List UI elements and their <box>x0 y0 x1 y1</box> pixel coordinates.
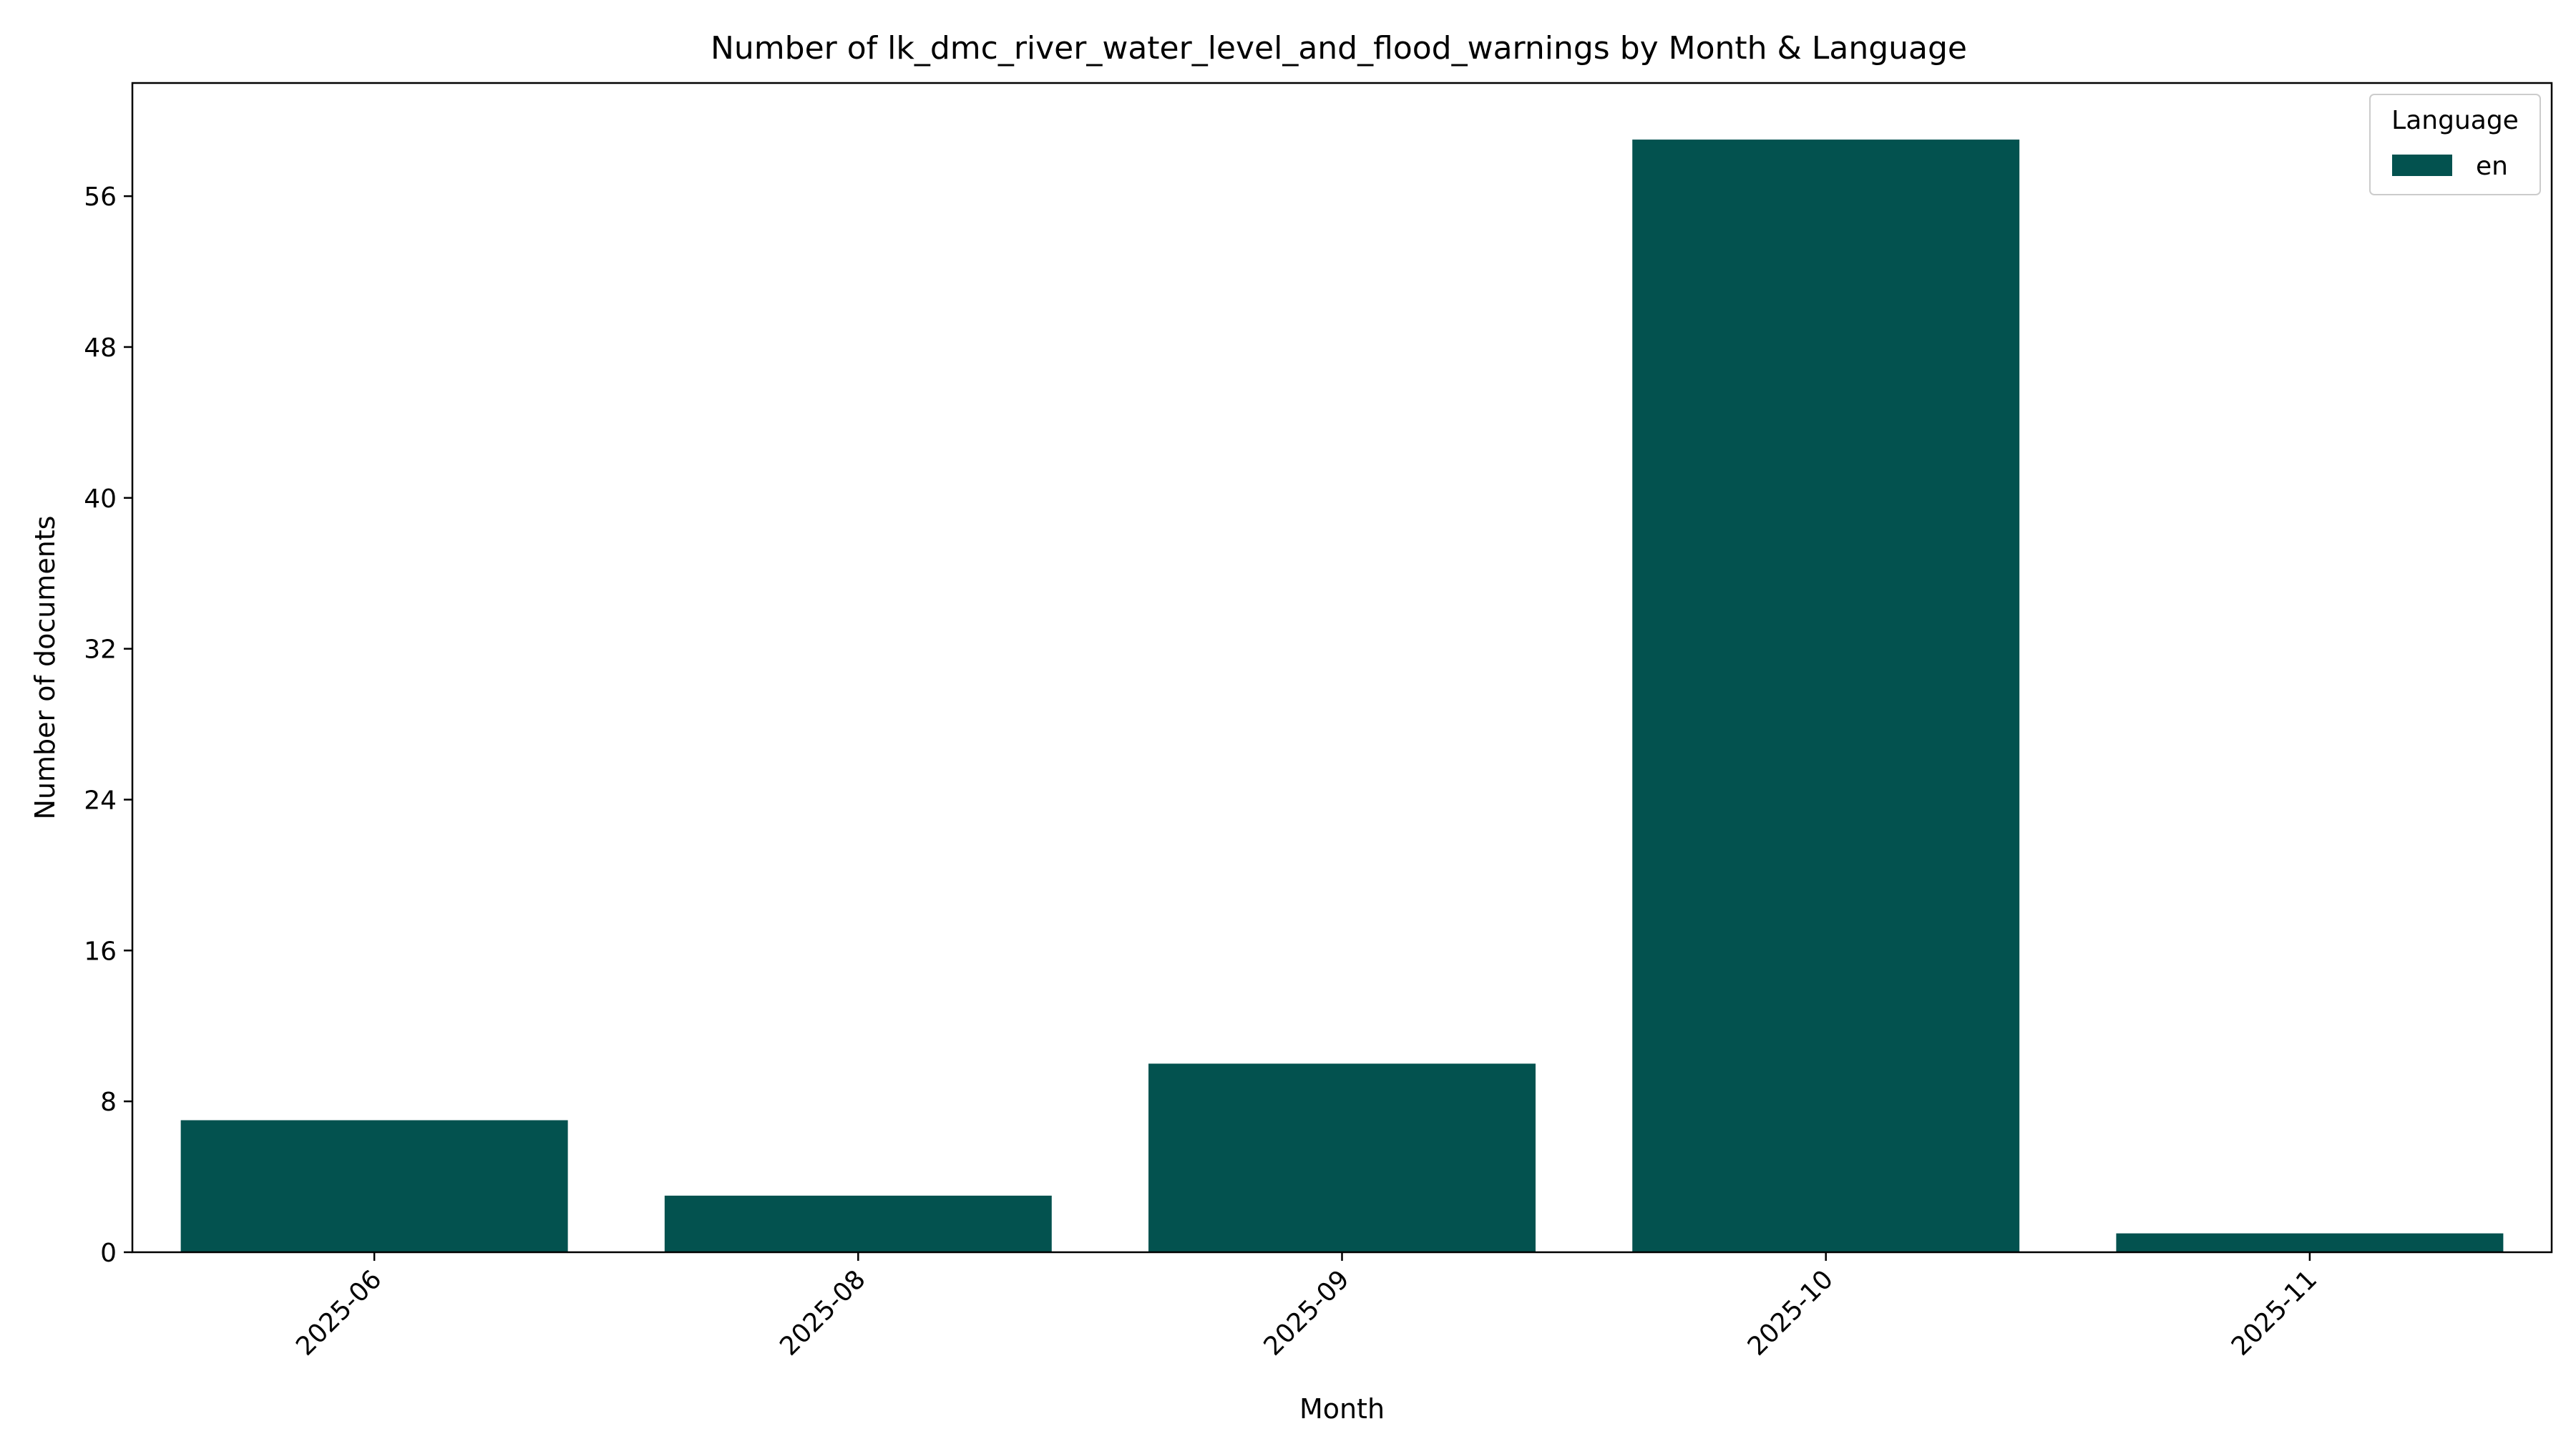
bars-layer <box>180 140 2504 1253</box>
y-tick-label: 24 <box>84 786 117 815</box>
y-tick-label: 56 <box>84 182 117 212</box>
y-tick-label: 32 <box>84 635 117 665</box>
bar-2025-08 <box>664 1195 1052 1252</box>
legend: Language en <box>2369 94 2541 195</box>
legend-swatch-en <box>2392 155 2452 176</box>
y-tick-label: 40 <box>84 484 117 514</box>
y-tick-label: 0 <box>100 1239 117 1268</box>
x-axis-ticks: 2025-06 2025-08 2025-09 2025-10 2025-11 <box>291 1252 2323 1362</box>
y-tick-label: 48 <box>84 333 117 363</box>
x-tick-label: 2025-06 <box>291 1264 387 1361</box>
x-axis-label: Month <box>1299 1393 1385 1425</box>
y-axis-label: Number of documents <box>29 516 61 820</box>
y-tick-label: 16 <box>84 937 117 966</box>
bar-2025-09 <box>1148 1063 1536 1252</box>
legend-title: Language <box>2391 106 2519 135</box>
legend-label-en: en <box>2476 152 2508 181</box>
x-tick-label: 2025-10 <box>1742 1264 1839 1361</box>
bar-2025-10 <box>1632 140 2020 1253</box>
x-tick-label: 2025-11 <box>2226 1264 2323 1361</box>
chart-title: Number of lk_dmc_river_water_level_and_f… <box>711 30 1967 67</box>
y-tick-label: 8 <box>100 1088 117 1117</box>
x-tick-label: 2025-08 <box>774 1264 871 1361</box>
plot-area-frame <box>131 82 2553 1254</box>
y-axis-ticks: 0 8 16 24 32 40 48 56 <box>84 182 132 1268</box>
bar-2025-11 <box>2116 1233 2504 1252</box>
x-tick-label: 2025-09 <box>1259 1264 1355 1361</box>
bar-2025-06 <box>180 1120 568 1252</box>
